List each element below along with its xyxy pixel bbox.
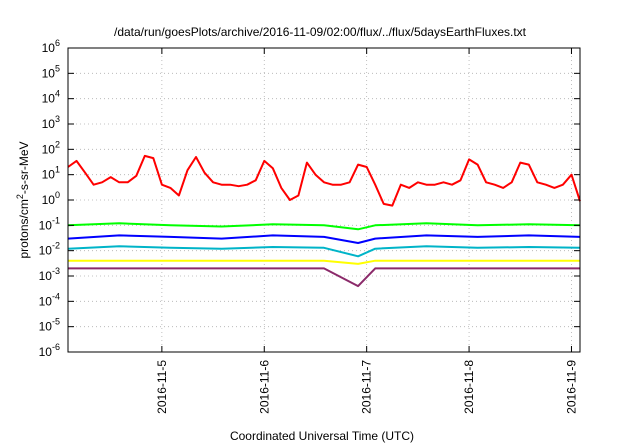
y-tick-label: 10-3 (39, 266, 60, 283)
y-tick-exponent: 3 (55, 114, 60, 124)
series-lines (67, 154, 581, 288)
y-tick-label: 10-4 (39, 291, 60, 308)
y-tick-base: 10 (39, 345, 53, 359)
y-tick-base: 10 (42, 92, 56, 106)
y-tick-base: 10 (42, 41, 56, 55)
y-tick-exponent: -3 (52, 266, 60, 276)
x-tick-label: 2016-11-9 (564, 360, 578, 414)
y-tick-base: 10 (39, 244, 53, 258)
y-tick-base: 10 (39, 269, 53, 283)
y-axis-label-units: -s-sr-MeV (17, 141, 31, 194)
x-tick-label: 2016-11-7 (360, 360, 374, 414)
y-tick-base: 10 (42, 66, 56, 80)
x-tick-label: 2016-11-6 (257, 360, 271, 414)
y-tick-exponent: -4 (52, 291, 60, 301)
y-tick-label: 10-6 (39, 342, 60, 359)
x-axis-label: Coordinated Universal Time (UTC) (230, 429, 414, 443)
y-tick-exponent: 6 (55, 38, 60, 48)
y-tick-base: 10 (39, 294, 53, 308)
series-line-4 (67, 245, 581, 258)
y-tick-label: 103 (42, 114, 60, 131)
series-line-2 (67, 222, 581, 231)
y-tick-label: 10-1 (39, 215, 60, 232)
chart-title: /data/run/goesPlots/archive/2016-11-09/0… (114, 25, 527, 39)
x-ticks: 2016-11-5 2016-11-6 2016-11-7 2016-11-8 2016… (155, 48, 578, 414)
x-tick-label: 2016-11-8 (462, 360, 476, 414)
series-line-1 (67, 154, 581, 207)
y-tick-label: 105 (42, 63, 60, 80)
y-tick-exponent: 5 (55, 63, 60, 73)
y-axis-label-main: protons/cm (17, 199, 31, 258)
gridlines (68, 48, 580, 352)
series-line-5 (68, 259, 580, 265)
y-tick-exponent: 1 (55, 165, 60, 175)
y-tick-label: 102 (42, 139, 60, 156)
series-line-6 (68, 267, 580, 288)
y-tick-exponent: -1 (52, 215, 60, 225)
y-tick-exponent: 0 (55, 190, 60, 200)
y-tick-exponent: 2 (55, 139, 60, 149)
y-tick-label: 106 (42, 38, 60, 55)
y-tick-base: 10 (39, 218, 53, 232)
y-axis-label-superscript: 2 (15, 194, 25, 199)
y-tick-exponent: -6 (52, 342, 60, 352)
y-tick-exponent: -5 (52, 317, 60, 327)
y-ticks: 10-610-510-410-310-210-11001011021031041… (39, 38, 580, 359)
y-axis-label: protons/cm2-s-sr-MeV (15, 141, 31, 258)
series-line-3 (67, 234, 581, 244)
y-tick-base: 10 (42, 142, 56, 156)
y-tick-label: 10-2 (39, 241, 60, 258)
plot-frame (67, 47, 581, 353)
y-tick-label: 104 (42, 89, 60, 106)
y-tick-label: 101 (42, 165, 60, 182)
y-tick-base: 10 (39, 320, 53, 334)
y-tick-base: 10 (42, 193, 56, 207)
y-tick-label: 100 (42, 190, 60, 207)
y-tick-base: 10 (42, 168, 56, 182)
x-tick-label: 2016-11-5 (155, 360, 169, 414)
y-tick-exponent: 4 (55, 89, 60, 99)
y-tick-exponent: -2 (52, 241, 60, 251)
y-tick-base: 10 (42, 117, 56, 131)
y-tick-label: 10-5 (39, 317, 60, 334)
